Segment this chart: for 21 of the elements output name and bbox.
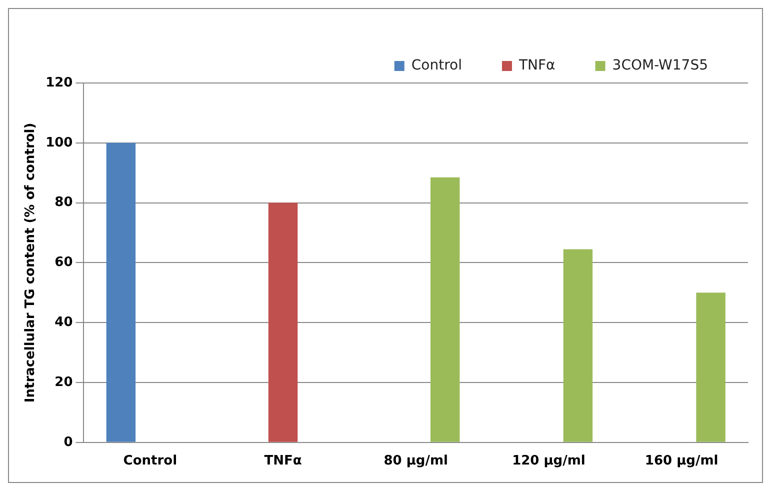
bar: [268, 202, 298, 442]
y-tick-label: 40: [54, 314, 73, 330]
bar: [563, 249, 593, 442]
x-tick-label: TNFα: [264, 454, 302, 469]
y-axis-title: Intracellular TG content (% of control): [23, 122, 38, 403]
legend-label: 3COM-W17S5: [612, 58, 708, 74]
x-tick-label: 80 µg/ml: [384, 454, 448, 469]
y-tick-label: 20: [54, 374, 73, 390]
x-tick-label: 120 µg/ml: [512, 454, 586, 469]
y-tick-label: 60: [54, 255, 73, 270]
legend-label: TNFα: [518, 58, 556, 74]
y-tick-label: 0: [64, 434, 73, 450]
legend-label: Control: [411, 58, 462, 74]
y-tick-label: 120: [46, 75, 73, 90]
bar: [696, 292, 726, 442]
bar: [106, 142, 136, 442]
x-tick-label: Control: [123, 454, 178, 469]
y-tick-label: 100: [46, 135, 73, 150]
bar: [430, 177, 460, 442]
x-tick-label: 160 µg/ml: [644, 454, 718, 469]
y-tick-label: 80: [54, 195, 73, 210]
